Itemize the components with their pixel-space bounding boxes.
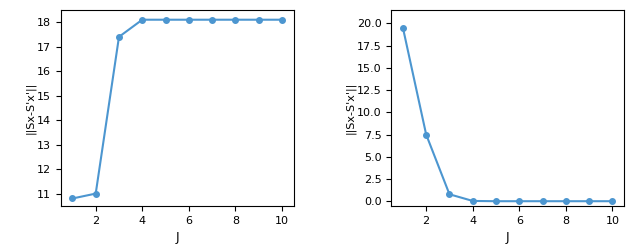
X-axis label: J: J — [506, 231, 509, 244]
Y-axis label: ||Sx-S'x'||: ||Sx-S'x'|| — [345, 82, 355, 134]
X-axis label: J: J — [175, 231, 179, 244]
Y-axis label: ||Sx-S'x'||: ||Sx-S'x'|| — [25, 82, 36, 134]
